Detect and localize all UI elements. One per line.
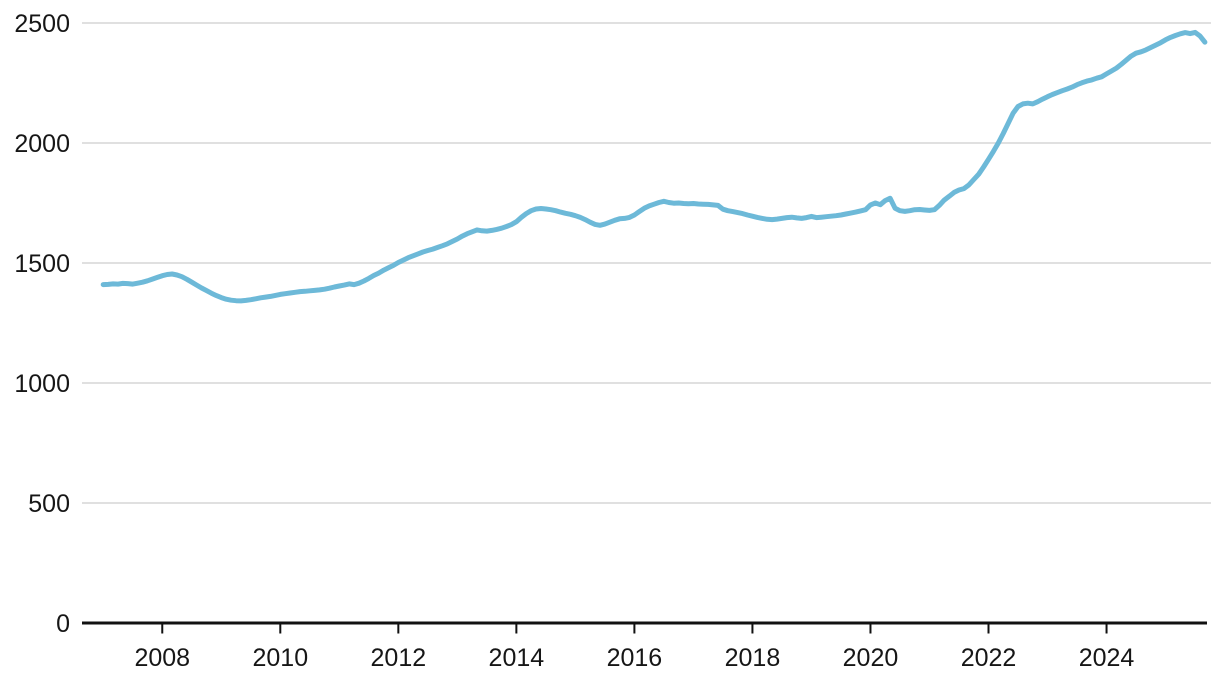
y-axis-label: 2500 [14,10,70,38]
x-axis-label: 2020 [843,644,899,672]
chart-line-series-1 [100,29,1208,304]
y-axis-label: 0 [56,610,70,638]
x-axis-label: 2014 [489,644,545,672]
x-axis-label: 2010 [252,644,308,672]
x-axis-label: 2008 [134,644,190,672]
y-axis-label: 500 [28,490,70,518]
x-axis-label: 2016 [607,644,663,672]
x-axis-label: 2024 [1079,644,1135,672]
y-axis-label: 1000 [14,370,70,398]
x-axis-label: 2018 [725,644,781,672]
y-axis-label: 2000 [14,130,70,158]
y-axis-label: 1500 [14,250,70,278]
x-axis-label: 2012 [371,644,427,672]
x-axis-label: 2022 [961,644,1017,672]
